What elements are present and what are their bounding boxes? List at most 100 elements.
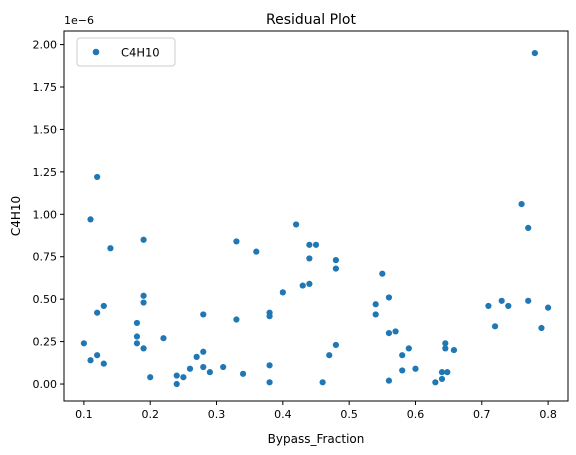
axis-ticks: 0.1 0.2 0.3 0.4 0.5 0.6 0.7 0.8 0.00 0.25 0.50 0.75… xyxy=(33,39,557,421)
x-tick-label: 0.1 xyxy=(75,408,93,421)
y-tick-label: 0.75 xyxy=(33,251,58,264)
data-point xyxy=(266,362,273,369)
data-point xyxy=(293,221,300,228)
data-point xyxy=(100,360,107,367)
data-points xyxy=(80,49,552,388)
data-point xyxy=(498,297,505,304)
data-point xyxy=(438,369,446,376)
data-point xyxy=(485,302,492,310)
data-point xyxy=(538,324,545,332)
data-point xyxy=(206,369,213,376)
y-tick-label: 1.50 xyxy=(33,123,58,136)
data-point xyxy=(372,311,379,318)
data-point xyxy=(525,297,532,304)
data-point xyxy=(239,370,247,377)
data-point xyxy=(200,348,207,355)
data-point xyxy=(444,369,451,376)
data-point xyxy=(140,299,147,306)
y-tick-label: 0.25 xyxy=(33,336,58,349)
data-point xyxy=(94,352,101,359)
data-point xyxy=(450,346,458,354)
data-point xyxy=(193,353,200,360)
data-point xyxy=(379,270,386,277)
data-point xyxy=(140,292,147,299)
data-point xyxy=(332,341,339,349)
data-point xyxy=(545,304,552,311)
data-point xyxy=(385,330,393,337)
data-point xyxy=(306,255,313,262)
legend: C4H10 xyxy=(76,37,176,67)
data-point xyxy=(233,238,240,245)
y-tick-label: 1.25 xyxy=(33,166,58,179)
data-point xyxy=(133,340,141,347)
data-point xyxy=(372,301,379,308)
chart-title: Residual Plot xyxy=(266,12,356,28)
x-axis-label: Bypass_Fraction xyxy=(268,432,365,446)
data-point xyxy=(442,340,449,347)
data-point xyxy=(94,309,101,316)
y-axis-label: C4H10 xyxy=(9,196,23,236)
data-point xyxy=(253,248,260,255)
data-point xyxy=(438,375,446,383)
data-point xyxy=(279,289,286,296)
data-point xyxy=(160,335,167,342)
data-point xyxy=(133,319,141,327)
data-point xyxy=(306,241,313,248)
data-point xyxy=(442,345,449,352)
data-point xyxy=(525,224,532,231)
data-point xyxy=(266,313,273,320)
y-axis-offset-label: 1e−6 xyxy=(64,14,94,27)
data-point xyxy=(312,241,320,248)
data-point xyxy=(399,367,406,374)
data-point xyxy=(505,302,512,310)
data-point xyxy=(200,311,207,318)
data-point xyxy=(87,357,94,364)
data-point xyxy=(186,365,194,372)
x-tick-label: 0.7 xyxy=(473,408,491,421)
data-point xyxy=(399,352,406,359)
data-point xyxy=(147,374,154,381)
data-point xyxy=(432,379,439,386)
data-point xyxy=(140,345,147,352)
y-tick-label: 2.00 xyxy=(33,39,58,52)
data-point xyxy=(94,173,101,181)
x-tick-label: 0.2 xyxy=(141,408,159,421)
legend-label: C4H10 xyxy=(121,46,160,60)
data-point xyxy=(332,265,339,272)
data-point xyxy=(392,328,399,335)
data-point xyxy=(180,374,187,381)
legend-marker xyxy=(92,48,100,56)
y-tick-label: 0.00 xyxy=(33,378,58,391)
x-tick-label: 0.6 xyxy=(407,408,425,421)
data-point xyxy=(140,236,147,243)
data-point xyxy=(326,352,333,359)
x-tick-label: 0.5 xyxy=(340,408,358,421)
data-point xyxy=(173,372,180,379)
data-point xyxy=(385,294,393,301)
data-point xyxy=(306,280,313,287)
data-point xyxy=(233,316,240,323)
data-point xyxy=(87,216,94,223)
data-point xyxy=(266,379,273,386)
data-point xyxy=(531,49,538,57)
data-point xyxy=(299,282,306,289)
data-point xyxy=(332,257,339,264)
data-point xyxy=(100,302,107,310)
data-point xyxy=(491,323,499,330)
legend-box xyxy=(76,37,176,67)
x-tick-label: 0.3 xyxy=(208,408,226,421)
y-tick-label: 1.75 xyxy=(33,81,58,94)
plot-frame xyxy=(63,30,569,402)
data-point xyxy=(133,333,141,340)
data-point xyxy=(220,363,227,371)
y-tick-label: 1.00 xyxy=(33,208,58,221)
data-point xyxy=(319,379,326,386)
data-point xyxy=(173,380,180,388)
data-point xyxy=(405,345,412,352)
data-point xyxy=(200,363,207,371)
data-point xyxy=(107,245,114,252)
data-point xyxy=(518,201,525,208)
y-tick-label: 0.50 xyxy=(33,293,58,306)
x-tick-label: 0.4 xyxy=(274,408,292,421)
